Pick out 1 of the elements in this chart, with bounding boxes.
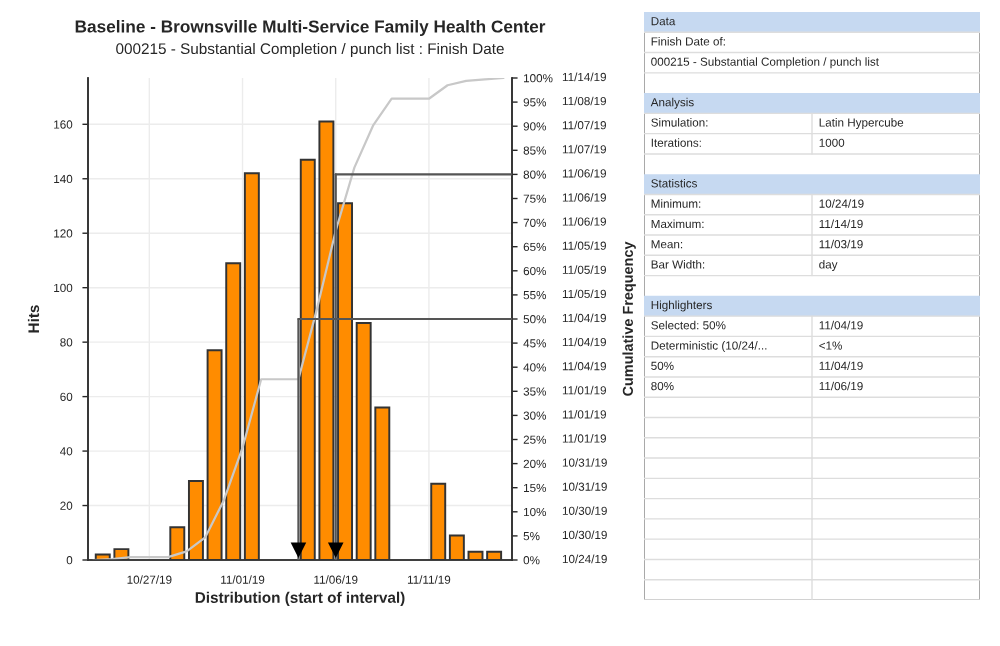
chart-title: Baseline - Brownsville Multi-Service Family Health Center: [75, 19, 546, 37]
